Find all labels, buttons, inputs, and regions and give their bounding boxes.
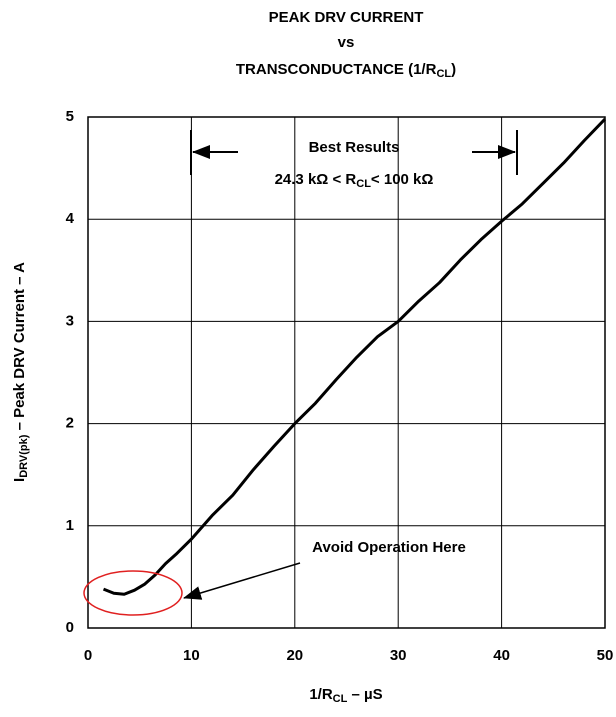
x-tick-label: 40 (493, 647, 510, 664)
x-tick-label: 50 (597, 647, 614, 664)
y-tick-label: 1 (66, 517, 74, 534)
x-tick-label: 10 (183, 647, 200, 664)
chart-title: vs (338, 34, 355, 51)
label-part: I (11, 478, 28, 482)
annotation: Best Results (309, 139, 400, 156)
title-sub: CL (436, 68, 451, 80)
label-sub: CL (333, 693, 348, 705)
plot-frame (87, 116, 606, 629)
annotation-best: Best Results 24.3 kΩ < RCL< 100 kΩ (190, 130, 518, 190)
y-tick-label: 0 (66, 619, 74, 636)
label-part: 1/R (309, 686, 333, 703)
annotation-avoid: Avoid Operation Here (83, 539, 466, 616)
y-tick-label: 4 (66, 210, 75, 227)
title-part: ) (451, 61, 456, 78)
y-tick-label: 3 (66, 312, 74, 329)
y-tick-label: 5 (66, 108, 74, 125)
x-tick-label: 0 (84, 647, 92, 664)
data-line (102, 118, 607, 596)
label-part: – µS (347, 686, 382, 703)
annotation-part: < 100 kΩ (371, 171, 434, 188)
annotation: Avoid Operation Here (312, 539, 466, 556)
x-tick-label: 20 (286, 647, 303, 664)
chart-title: TRANSCONDUCTANCE (1/RCL) (236, 61, 456, 80)
x-tick-label: 30 (390, 647, 407, 664)
annotation: 24.3 kΩ < RCL< 100 kΩ (275, 171, 434, 190)
y-tick-label: 2 (66, 415, 74, 432)
label-part: – Peak DRV Current – A (11, 262, 28, 435)
title-part: TRANSCONDUCTANCE (1/R (236, 61, 437, 78)
y-axis-label: IDRV(pk) – Peak DRV Current – A (11, 262, 30, 482)
x-axis-label: 1/RCL – µS (309, 686, 382, 705)
arrow (183, 562, 301, 600)
highlight-ellipse (83, 570, 183, 616)
annotation-sub: CL (356, 178, 371, 190)
annotation-part: 24.3 kΩ < R (275, 171, 357, 188)
chart-title: PEAK DRV CURRENT (269, 9, 424, 26)
label-sub: DRV(pk) (18, 434, 30, 478)
